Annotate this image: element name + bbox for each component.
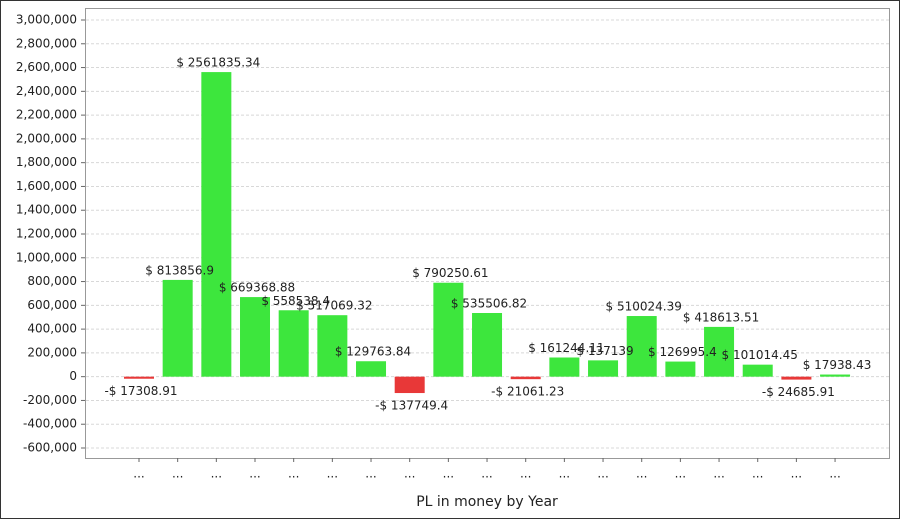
y-tick-label: 2,400,000 [16, 84, 77, 98]
value-label: $ 137139 [576, 344, 633, 358]
bar [742, 364, 773, 377]
value-label: -$ 17308.91 [104, 384, 177, 398]
bar [124, 376, 154, 379]
bar [472, 313, 503, 377]
y-tick-label: -600,000 [23, 441, 77, 455]
x-tick-label: ... [636, 467, 647, 481]
y-tick-label: 1,000,000 [16, 250, 77, 264]
bar [510, 376, 541, 380]
value-label: -$ 24685.91 [762, 385, 835, 399]
bar [820, 374, 851, 377]
y-tick-label: 2,000,000 [16, 131, 77, 145]
bar [162, 279, 193, 377]
x-tick-label: ... [211, 467, 222, 481]
x-tick-label: ... [288, 467, 299, 481]
value-label: $ 813856.9 [145, 263, 214, 277]
y-tick-label: 800,000 [27, 274, 77, 288]
bar [781, 376, 812, 380]
x-tick-label: ... [829, 467, 840, 481]
value-label: $ 2561835.34 [176, 56, 260, 70]
value-label: $ 517069.32 [296, 299, 372, 313]
x-tick-label: ... [791, 467, 802, 481]
value-label: -$ 137749.4 [375, 399, 448, 413]
x-tick-label: ... [327, 467, 338, 481]
value-label: $ 101014.45 [722, 348, 798, 362]
value-label: $ 17938.43 [803, 358, 872, 372]
value-label: $ 126995.4 [648, 345, 717, 359]
x-tick-label: ... [404, 467, 415, 481]
value-label: $ 558538.4 [261, 294, 330, 308]
value-label: $ 790250.61 [412, 266, 488, 280]
x-axis-title: PL in money by Year [416, 494, 558, 510]
y-tick-label: -200,000 [23, 393, 77, 407]
x-tick-label: ... [249, 467, 260, 481]
y-tick-label: -400,000 [23, 417, 77, 431]
y-tick-label: 200,000 [27, 345, 77, 359]
value-label: $ 669368.88 [219, 281, 295, 295]
bar [588, 360, 619, 377]
bar [549, 357, 580, 377]
value-label: $ 510024.39 [606, 300, 682, 314]
x-tick-label: ... [520, 467, 531, 481]
x-tick-label: ... [365, 467, 376, 481]
bar [433, 282, 464, 377]
y-tick-label: 400,000 [27, 322, 77, 336]
x-tick-label: ... [481, 467, 492, 481]
y-tick-label: 0 [69, 369, 77, 383]
y-tick-label: 1,400,000 [16, 203, 77, 217]
x-tick-label: ... [597, 467, 608, 481]
bar [394, 376, 425, 394]
bar [201, 72, 232, 377]
x-tick-label: ... [713, 467, 724, 481]
x-tick-label: ... [752, 467, 763, 481]
y-tick-label: 1,600,000 [16, 179, 77, 193]
bar [278, 310, 309, 377]
x-tick-label: ... [559, 467, 570, 481]
y-tick-label: 2,600,000 [16, 60, 77, 74]
bar [356, 361, 387, 377]
y-tick-label: 2,800,000 [16, 36, 77, 50]
value-label: $ 535506.82 [451, 297, 527, 311]
y-tick-label: 1,200,000 [16, 227, 77, 241]
value-label: $ 161244.11 [528, 341, 604, 355]
value-label: -$ 21061.23 [491, 385, 564, 399]
y-tick-label: 2,200,000 [16, 108, 77, 122]
value-label: $ 129763.84 [335, 345, 411, 359]
bar [704, 326, 735, 377]
bar [240, 297, 271, 377]
bar [626, 316, 657, 377]
y-tick-label: 1,800,000 [16, 155, 77, 169]
x-tick-label: ... [675, 467, 686, 481]
bar [665, 361, 696, 377]
x-tick-label: ... [443, 467, 454, 481]
y-tick-label: 600,000 [27, 298, 77, 312]
x-tick-label: ... [133, 467, 144, 481]
bar [317, 315, 348, 377]
x-tick-label: ... [172, 467, 183, 481]
value-label: $ 418613.51 [683, 310, 759, 324]
y-tick-label: 3,000,000 [16, 13, 77, 27]
